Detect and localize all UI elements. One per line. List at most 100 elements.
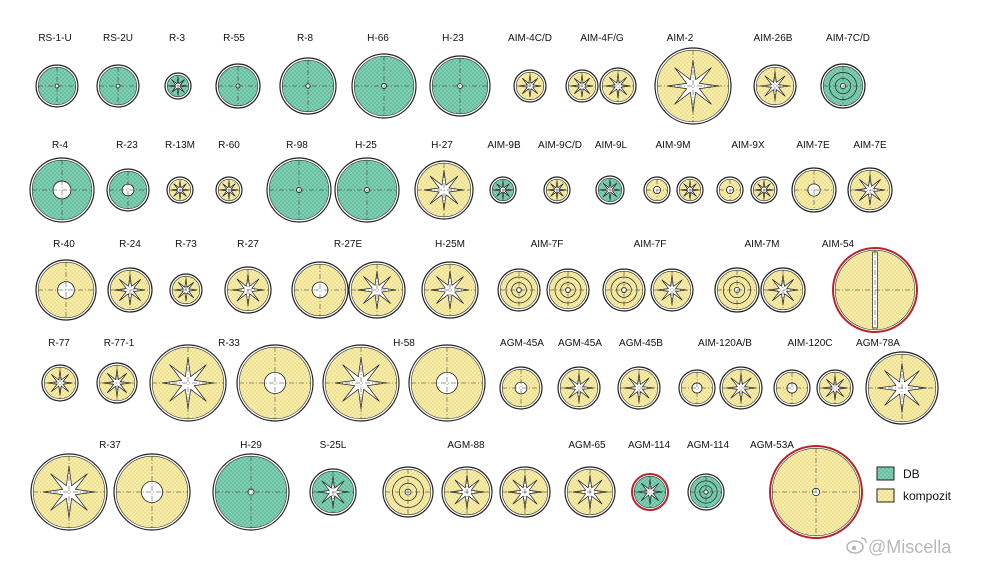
label-aim-9x: AIM-9X <box>731 140 765 151</box>
grain-h-29-4-2 <box>212 453 290 531</box>
label-aim-120c: AIM-120C <box>787 338 832 349</box>
label-h-58: H-58 <box>393 338 415 349</box>
grain-star-bore <box>726 373 756 403</box>
label-r-77-1: R-77-1 <box>104 338 135 349</box>
grain-aim-26b-0-11 <box>753 64 797 108</box>
legend-kompozit-swatch <box>876 488 895 503</box>
legend: DB kompozit <box>876 466 952 503</box>
grain-h-58-3-4 <box>322 344 400 422</box>
grain-aim-9b-1-7 <box>489 176 517 204</box>
grain-r-37-4-0 <box>30 453 108 531</box>
grain-aim-9l-1-9 <box>595 175 625 205</box>
label-r-60: R-60 <box>218 140 240 151</box>
label-aim-4f-g: AIM-4F/G <box>580 33 624 44</box>
grain-star-bore <box>657 275 687 305</box>
label-aim-120a-b: AIM-120A/B <box>698 338 752 349</box>
grain-r-77-3-0 <box>41 364 79 402</box>
grain-aim-9m-1-11 <box>676 176 704 204</box>
grain-r-55-0-3 <box>215 63 261 109</box>
label-h-27: H-27 <box>431 140 453 151</box>
grain-aim-7m-2-12 <box>760 267 806 313</box>
label-r-24: R-24 <box>119 239 141 250</box>
label-r-23: R-23 <box>116 140 138 151</box>
grain-aim-54-2-13 <box>832 247 918 333</box>
grain-aim-120a-b-3-10 <box>719 366 763 410</box>
watermark: @Miscella <box>846 537 952 557</box>
label-r-73: R-73 <box>175 239 197 250</box>
label-h-25: H-25 <box>355 140 377 151</box>
legend-db-label: DB <box>903 467 920 481</box>
grain-rs-2u-0-1 <box>96 64 140 108</box>
label-r-4: R-4 <box>52 140 69 151</box>
grain-aim-9x-1-13 <box>750 176 778 204</box>
grain-agm-53a-4-10 <box>769 445 863 539</box>
grain-agm-88-4-4 <box>382 466 434 518</box>
weibo-icon <box>846 537 867 554</box>
grain-agm-114-4-9 <box>687 473 725 511</box>
label-h-25m: H-25M <box>435 239 465 250</box>
label-r-8: R-8 <box>297 33 314 44</box>
grain-aim-4f-g-0-9 <box>599 67 637 105</box>
legend-db-swatch <box>876 466 895 481</box>
label-agm-88: AGM-88 <box>447 440 485 451</box>
grain-s-25l-4-3 <box>309 468 357 516</box>
grain-aim-9m-1-10 <box>643 176 671 204</box>
grain-bore <box>435 371 459 395</box>
label-agm-45b: AGM-45B <box>619 338 663 349</box>
grain-r-27-2-3 <box>224 266 272 314</box>
grain-star-bore <box>760 71 790 101</box>
label-aim-4c-d: AIM-4C/D <box>508 33 552 44</box>
label-aim-9m: AIM-9M <box>656 140 691 151</box>
grain-r-37-4-1 <box>113 453 191 531</box>
label-h-29: H-29 <box>240 440 262 451</box>
grain-aim-7f-2-7 <box>497 268 541 312</box>
label-agm-78a: AGM-78A <box>856 338 900 349</box>
grain-aim-4c-d-0-7 <box>513 69 547 103</box>
label-aim-9l: AIM-9L <box>595 140 628 151</box>
grain-r-24-2-1 <box>107 267 153 313</box>
watermark-text: @Miscella <box>868 537 952 557</box>
grain-r-60-1-3 <box>215 176 243 204</box>
grain-r-98-1-4 <box>266 157 332 223</box>
label-agm-114-2: AGM-114 <box>687 440 729 451</box>
label-r-40: R-40 <box>53 239 75 250</box>
label-h-66: H-66 <box>367 33 389 44</box>
label-aim-7f-2: AIM-7F <box>634 239 667 250</box>
label-r-98: R-98 <box>286 140 308 151</box>
label-r-33: R-33 <box>218 338 240 349</box>
grain-h-25m-2-6 <box>421 261 479 319</box>
grain-aim-9c-d-1-8 <box>543 176 571 204</box>
grain-aim-7e-1-14 <box>791 167 837 213</box>
label-aim-7m: AIM-7M <box>745 239 780 250</box>
legend-kompozit-label: kompozit <box>903 489 952 503</box>
grain-agm-45a-3-6 <box>499 366 543 410</box>
label-s-25l: S-25L <box>320 440 347 451</box>
grain-aim-7f-2-9 <box>602 268 646 312</box>
label-aim-9b: AIM-9B <box>487 140 521 151</box>
grain-star-bore <box>637 479 663 505</box>
label-aim-9c-d: AIM-9C/D <box>538 140 582 151</box>
grain-h-66-0-5 <box>351 53 417 119</box>
grain-r-23-1-1 <box>106 168 150 212</box>
grain-agm-65-4-7 <box>564 466 616 518</box>
label-agm-65: AGM-65 <box>568 440 606 451</box>
label-agm-114: AGM-114 <box>628 440 670 451</box>
grain-r-8-0-4 <box>279 57 337 115</box>
grain-agm-88-4-5 <box>441 466 493 518</box>
label-r-3: R-3 <box>169 33 186 44</box>
label-aim-54: AIM-54 <box>822 239 855 250</box>
label-agm-45a-2: AGM-45A <box>558 338 602 349</box>
grain-agm-88-4-6 <box>499 466 551 518</box>
grain-aim-7c-d-0-12 <box>820 63 866 109</box>
label-layer: RS-1-U RS-2U R-3 R-55 R-8 H-66 H-23 AIM-… <box>38 33 900 451</box>
label-r-13m: R-13M <box>165 140 195 151</box>
grain-aim-9x-1-12 <box>716 176 744 204</box>
label-aim-26b: AIM-26B <box>754 33 793 44</box>
grain-r-77-1-3-1 <box>96 362 138 404</box>
label-aim-7e: AIM-7E <box>796 140 830 151</box>
grain-agm-78a-3-13 <box>865 351 939 425</box>
grain-bore <box>263 371 287 395</box>
grain-h-27-1-6 <box>414 160 474 220</box>
label-aim-7e-2: AIM-7E <box>853 140 887 151</box>
label-aim-2: AIM-2 <box>667 33 694 44</box>
